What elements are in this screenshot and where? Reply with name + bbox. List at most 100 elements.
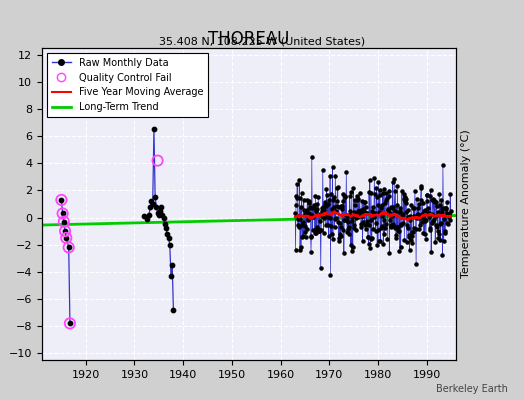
Point bbox=[359, 206, 367, 212]
Point bbox=[399, 220, 407, 226]
Point bbox=[321, 201, 329, 207]
Point bbox=[298, 234, 307, 240]
Point bbox=[322, 222, 330, 228]
Point bbox=[66, 320, 74, 326]
Point bbox=[314, 226, 322, 232]
Point bbox=[420, 208, 428, 214]
Point bbox=[390, 176, 398, 182]
Point bbox=[414, 212, 423, 218]
Point bbox=[401, 194, 409, 201]
Point bbox=[313, 200, 322, 207]
Point bbox=[351, 202, 359, 208]
Point bbox=[424, 210, 432, 216]
Point bbox=[431, 239, 439, 245]
Point bbox=[425, 210, 433, 216]
Point bbox=[414, 205, 422, 211]
Point bbox=[375, 187, 384, 194]
Point bbox=[383, 235, 391, 242]
Point bbox=[402, 196, 410, 202]
Point bbox=[438, 209, 446, 215]
Point bbox=[343, 229, 351, 235]
Title: THOREAU: THOREAU bbox=[208, 30, 290, 48]
Point bbox=[317, 226, 325, 233]
Point bbox=[440, 238, 448, 244]
Point bbox=[422, 216, 430, 223]
Point bbox=[154, 157, 162, 164]
Point bbox=[439, 204, 447, 211]
Point bbox=[315, 228, 323, 234]
Point bbox=[377, 205, 385, 211]
Point bbox=[367, 236, 376, 242]
Point bbox=[305, 199, 313, 206]
Point bbox=[351, 197, 359, 204]
Point bbox=[348, 218, 356, 224]
Point bbox=[384, 206, 392, 213]
Point bbox=[438, 252, 446, 258]
Point bbox=[300, 223, 309, 229]
Point bbox=[328, 206, 336, 212]
Point bbox=[368, 208, 376, 214]
Point bbox=[64, 244, 73, 251]
Point bbox=[152, 204, 160, 210]
Point bbox=[158, 212, 167, 218]
Point bbox=[386, 204, 395, 210]
Point bbox=[441, 230, 450, 236]
Point bbox=[308, 154, 316, 161]
Point bbox=[410, 213, 419, 220]
Point bbox=[316, 264, 325, 271]
Point bbox=[363, 221, 372, 227]
Point bbox=[413, 212, 421, 218]
Point bbox=[147, 198, 156, 204]
Point bbox=[432, 213, 441, 219]
Point bbox=[315, 218, 324, 224]
Point bbox=[425, 226, 434, 233]
Point bbox=[444, 211, 452, 218]
Point bbox=[312, 230, 320, 236]
Point bbox=[442, 220, 451, 226]
Point bbox=[417, 196, 425, 203]
Point bbox=[294, 213, 302, 219]
Point bbox=[361, 208, 369, 215]
Point bbox=[166, 242, 174, 248]
Point bbox=[438, 206, 446, 213]
Point bbox=[353, 197, 361, 204]
Point bbox=[169, 307, 178, 313]
Point bbox=[400, 196, 408, 202]
Point bbox=[293, 216, 302, 223]
Point bbox=[417, 183, 425, 189]
Point bbox=[366, 177, 374, 183]
Point bbox=[365, 188, 373, 195]
Point bbox=[309, 227, 317, 233]
Point bbox=[391, 208, 399, 214]
Point bbox=[446, 191, 454, 198]
Point bbox=[442, 205, 450, 211]
Point bbox=[392, 202, 401, 208]
Point bbox=[429, 196, 437, 202]
Point bbox=[405, 232, 413, 238]
Point bbox=[416, 222, 424, 228]
Point bbox=[325, 232, 333, 239]
Point bbox=[374, 227, 382, 234]
Point bbox=[358, 238, 367, 244]
Point bbox=[372, 220, 380, 226]
Point bbox=[335, 204, 343, 210]
Point bbox=[395, 228, 403, 234]
Point bbox=[431, 222, 440, 228]
Point bbox=[327, 223, 335, 230]
Point bbox=[162, 225, 170, 232]
Text: 35.408 N, 108.225 W (United States): 35.408 N, 108.225 W (United States) bbox=[159, 36, 365, 46]
Point bbox=[424, 204, 432, 211]
Point bbox=[303, 217, 312, 224]
Point bbox=[359, 219, 367, 225]
Point bbox=[380, 230, 389, 237]
Point bbox=[291, 210, 299, 216]
Point bbox=[140, 213, 148, 220]
Point bbox=[393, 224, 401, 230]
Point bbox=[413, 196, 421, 202]
Point bbox=[329, 197, 337, 203]
Point bbox=[383, 196, 391, 203]
Point bbox=[386, 217, 394, 223]
Point bbox=[321, 202, 330, 209]
Point bbox=[388, 205, 396, 212]
Point bbox=[441, 205, 449, 212]
